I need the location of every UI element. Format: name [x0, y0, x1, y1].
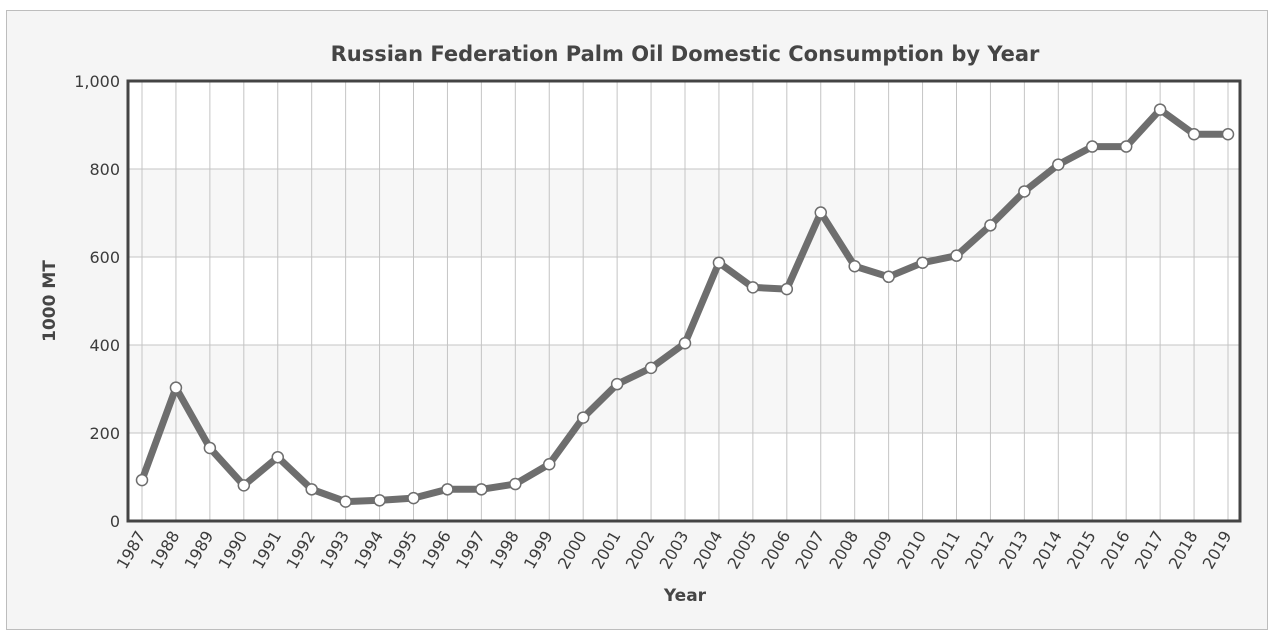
x-tick-label: 2015 — [1063, 528, 1100, 573]
x-tick-label: 2009 — [859, 528, 896, 573]
x-tick-label: 2010 — [893, 528, 930, 573]
x-tick-label: 2007 — [791, 528, 828, 573]
data-points — [135, 103, 1235, 508]
x-tick-label: 2002 — [622, 528, 659, 573]
y-tick-label: 1,000 — [74, 72, 120, 91]
data-point — [644, 361, 658, 375]
x-tick-label: 2001 — [588, 528, 625, 573]
data-point — [475, 483, 488, 496]
y-axis-ticks: 0 200 400 600 800 1,000 — [74, 72, 120, 531]
data-point — [1018, 185, 1031, 198]
x-tick-label: 2000 — [554, 528, 591, 573]
data-point — [712, 256, 726, 269]
data-point — [1187, 127, 1201, 141]
x-tick-label: 1987 — [113, 528, 150, 573]
data-point — [1086, 140, 1099, 153]
grid-bands — [128, 169, 1240, 433]
x-tick-label: 1989 — [181, 528, 218, 573]
x-axis-ticks: 1987198819891990199119921993199419951996… — [113, 528, 1236, 573]
x-tick-label: 1992 — [282, 528, 319, 573]
data-point — [916, 256, 929, 269]
x-tick-label: 2012 — [961, 528, 998, 573]
x-tick-label: 2018 — [1165, 528, 1202, 573]
data-point — [1153, 103, 1167, 116]
x-tick-label: 1999 — [520, 528, 557, 573]
y-tick-label: 0 — [110, 512, 120, 531]
x-tick-label: 1997 — [452, 528, 489, 573]
x-tick-label: 1998 — [486, 528, 523, 573]
data-point — [169, 381, 183, 394]
data-point — [984, 219, 997, 232]
chart-title: Russian Federation Palm Oil Domestic Con… — [331, 42, 1040, 66]
data-point — [746, 281, 760, 294]
data-point — [407, 491, 420, 505]
x-tick-label: 1988 — [147, 528, 184, 573]
x-tick-label: 2019 — [1199, 528, 1236, 573]
x-tick-label: 2016 — [1097, 528, 1134, 573]
grid-band — [128, 169, 1240, 257]
data-point — [1119, 140, 1133, 153]
x-axis-title: Year — [663, 586, 707, 606]
y-tick-label: 800 — [89, 160, 120, 179]
x-tick-label: 1994 — [350, 528, 387, 573]
x-tick-label: 2003 — [656, 528, 693, 573]
data-point — [441, 483, 454, 496]
grid-band — [128, 345, 1240, 433]
x-tick-label: 1995 — [384, 528, 421, 573]
plot-area — [128, 81, 1240, 521]
data-point — [882, 270, 895, 284]
data-point — [848, 259, 861, 273]
data-point — [509, 477, 522, 491]
data-point — [135, 473, 149, 487]
data-point — [271, 450, 284, 464]
x-tick-label: 2014 — [1029, 528, 1066, 573]
data-point — [237, 479, 251, 492]
x-tick-label: 2006 — [757, 528, 794, 573]
data-point — [373, 494, 386, 507]
y-tick-label: 200 — [89, 424, 120, 443]
x-tick-label: 1991 — [248, 528, 285, 573]
x-tick-label: 2004 — [690, 528, 727, 573]
x-tick-label: 1993 — [316, 528, 353, 573]
x-tick-label: 2017 — [1131, 528, 1168, 573]
x-tick-label: 1996 — [418, 528, 455, 573]
x-tick-label: 2005 — [724, 528, 761, 573]
x-tick-label: 2011 — [927, 528, 964, 573]
data-point — [780, 282, 794, 296]
data-point — [814, 206, 827, 219]
y-tick-label: 400 — [89, 336, 120, 355]
data-point — [576, 411, 590, 424]
data-point — [610, 377, 624, 391]
y-tick-label: 600 — [89, 248, 120, 267]
data-point — [339, 495, 352, 508]
data-point — [950, 249, 963, 262]
x-tick-label: 1990 — [214, 528, 251, 573]
data-point — [678, 336, 692, 350]
y-axis-title: 1000 MT — [40, 260, 60, 342]
plot-border — [126, 79, 1242, 523]
data-point — [203, 441, 217, 455]
x-tick-label: 2008 — [825, 528, 862, 573]
data-point — [305, 483, 318, 496]
data-point — [1052, 158, 1065, 171]
x-tick-label: 2013 — [995, 528, 1032, 573]
data-point — [1221, 127, 1235, 141]
data-point — [543, 457, 556, 471]
